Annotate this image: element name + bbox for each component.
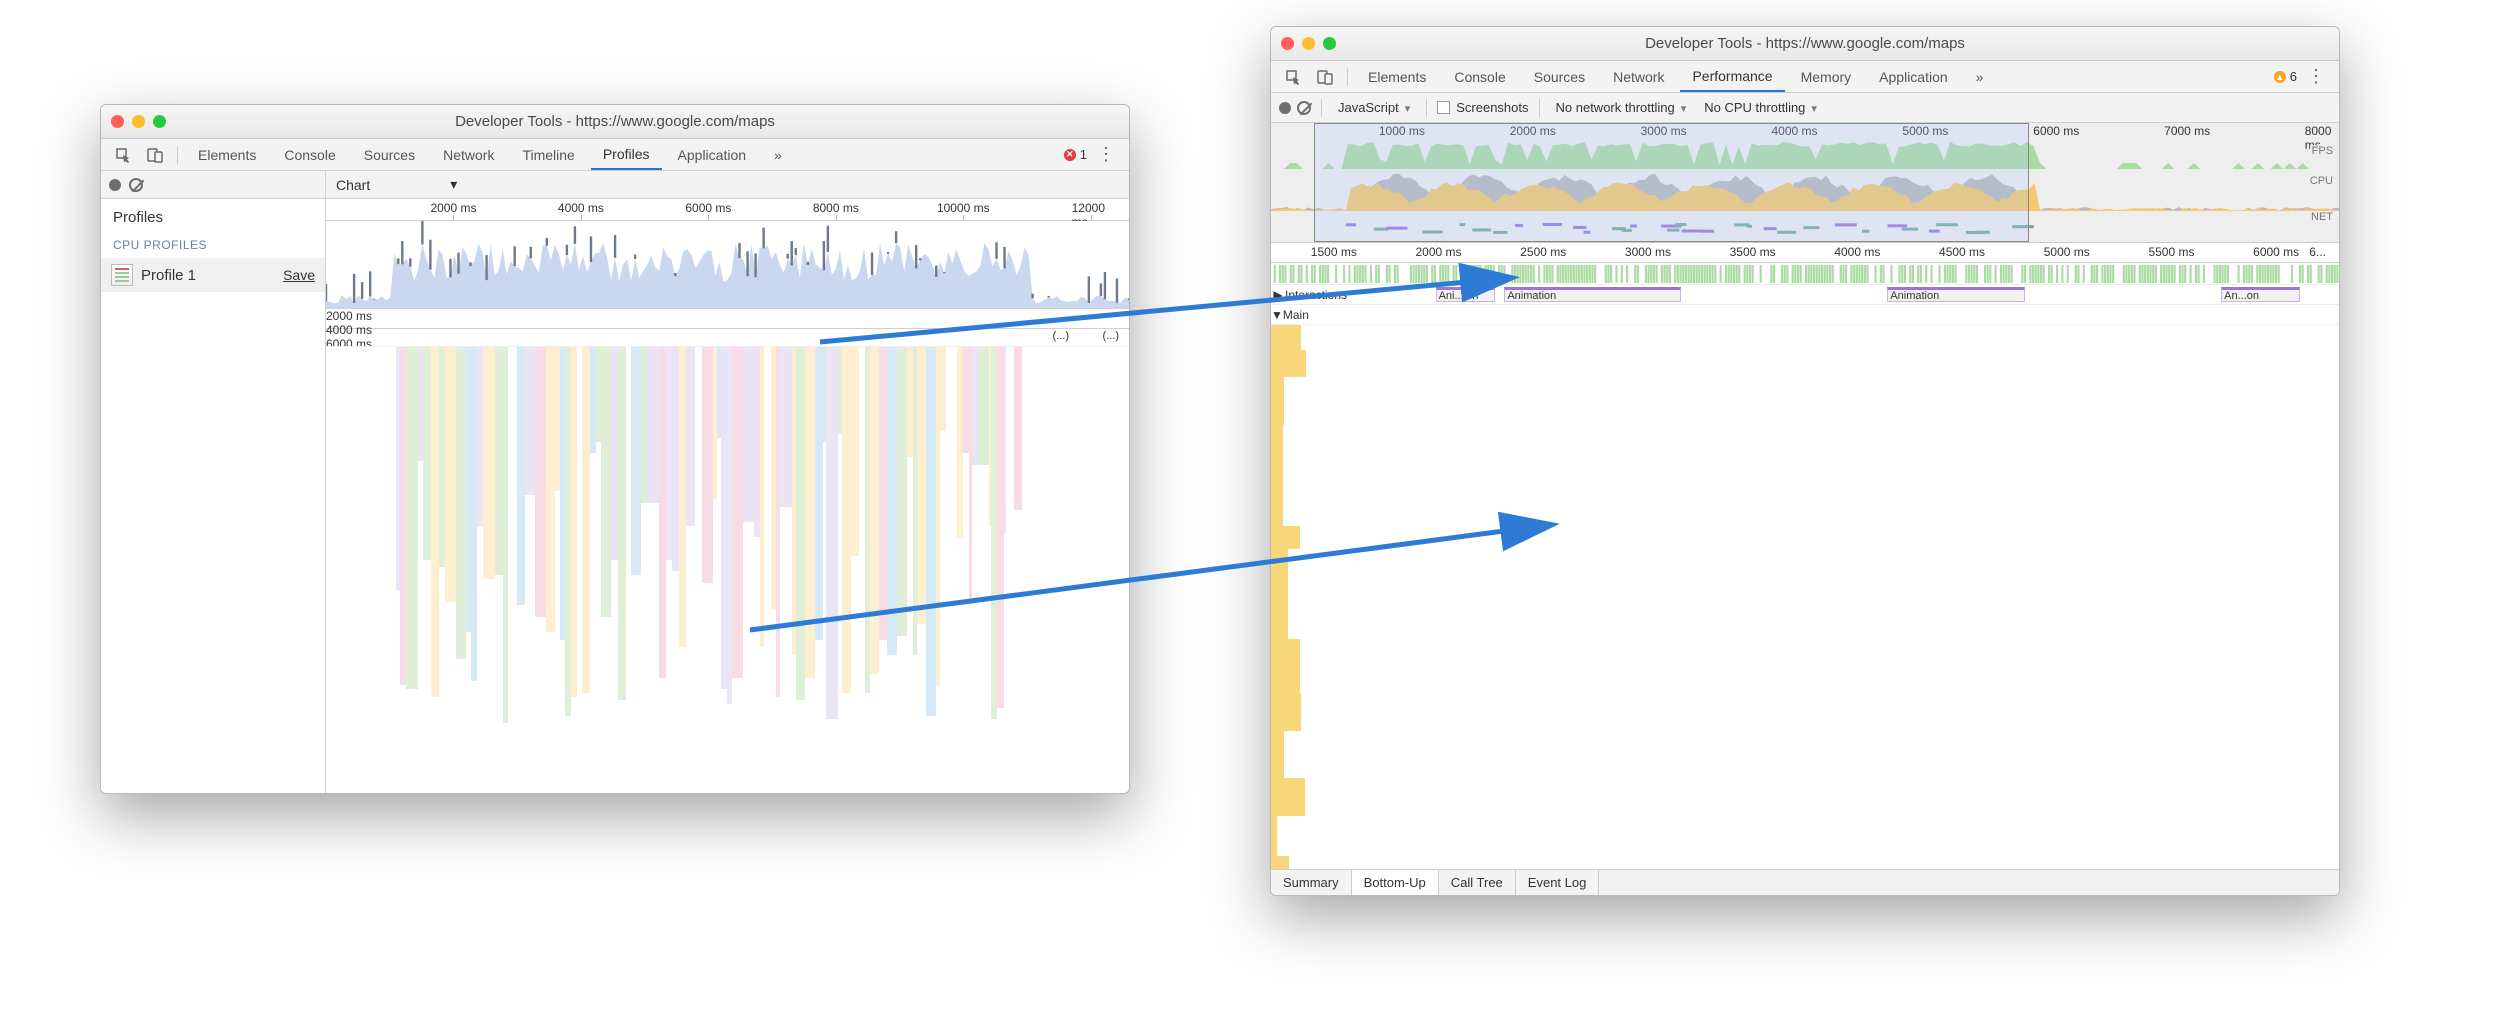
sidebar-section: CPU PROFILES	[101, 232, 325, 258]
window-title: Developer Tools - https://www.google.com…	[1281, 35, 2329, 52]
sidebar-toolbar	[101, 171, 325, 199]
animation-bar[interactable]: Ani...ion	[1436, 287, 1495, 302]
detail-ruler[interactable]: 2000 ms4000 ms6000 ms8000 ms10000 ms1200…	[326, 309, 1129, 329]
devtools-tabbar: ElementsConsoleSourcesNetworkTimelinePro…	[101, 139, 1129, 171]
tab-network[interactable]: Network	[1601, 63, 1676, 91]
screenshots-label: Screenshots	[1456, 100, 1528, 115]
fps-lane-label: FPS	[2310, 145, 2335, 157]
detail-ruler[interactable]: 1500 ms2000 ms2500 ms3000 ms3500 ms4000 …	[1271, 243, 2339, 263]
truncated-row: (...)(...)	[326, 329, 1129, 347]
profiles-sidebar: Profiles CPU PROFILES Profile 1 Save	[101, 171, 326, 793]
expand-icon[interactable]: ▶	[1271, 288, 1285, 302]
kebab-menu-icon[interactable]: ⋮	[2301, 66, 2331, 87]
tabs-overflow[interactable]: »	[762, 141, 794, 169]
titlebar[interactable]: Developer Tools - https://www.google.com…	[101, 105, 1129, 139]
net-lane-label: NET	[2309, 211, 2335, 223]
clear-button[interactable]	[1297, 101, 1311, 115]
tab-application[interactable]: Application	[1867, 63, 1960, 91]
close-icon[interactable]	[1281, 37, 1294, 50]
profile-name: Profile 1	[141, 267, 275, 284]
record-button[interactable]	[1279, 102, 1291, 114]
tab-elements[interactable]: Elements	[1356, 63, 1438, 91]
collapse-icon[interactable]: ▼	[1271, 308, 1283, 322]
tab-application[interactable]: Application	[666, 141, 759, 169]
tab-console[interactable]: Console	[1442, 63, 1517, 91]
sidebar-heading: Profiles	[101, 199, 325, 232]
close-icon[interactable]	[111, 115, 124, 128]
minimize-icon[interactable]	[1302, 37, 1315, 50]
overview-selection[interactable]	[1314, 123, 2030, 242]
bottom-tab-event-log[interactable]: Event Log	[1516, 870, 1600, 895]
overview-ruler[interactable]: 2000 ms4000 ms6000 ms8000 ms10000 ms1200…	[326, 199, 1129, 221]
tab-sources[interactable]: Sources	[1522, 63, 1597, 91]
screenshots-checkbox[interactable]	[1437, 101, 1450, 114]
tab-console[interactable]: Console	[272, 141, 347, 169]
animation-bar[interactable]: Animation	[1887, 287, 2024, 302]
chart-view-dropdown[interactable]: Chart▾	[326, 171, 1129, 199]
animation-bar[interactable]: Animation	[1504, 287, 1681, 302]
interactions-row[interactable]: ▶ Interactions Ani...ionAnimationAnimati…	[1271, 285, 2339, 305]
network-throttle-dropdown[interactable]: No network throttling	[1550, 98, 1693, 117]
flame-chart[interactable]	[326, 347, 1129, 727]
bottom-tab-bottom-up[interactable]: Bottom-Up	[1352, 870, 1439, 895]
minimize-icon[interactable]	[132, 115, 145, 128]
tab-elements[interactable]: Elements	[186, 141, 268, 169]
chevron-down-icon: ▾	[450, 176, 457, 193]
cpu-lane-label: CPU	[2308, 175, 2335, 187]
performance-overview[interactable]: 1000 ms2000 ms3000 ms4000 ms5000 ms6000 …	[1271, 123, 2339, 243]
animation-bar[interactable]: An...on	[2221, 287, 2300, 302]
traffic-lights	[111, 115, 166, 128]
inspect-icon[interactable]	[109, 143, 137, 167]
warning-badge[interactable]: ▲6	[2274, 69, 2297, 84]
main-thread-row[interactable]: ▼ Main	[1271, 305, 2339, 325]
zoom-icon[interactable]	[153, 115, 166, 128]
profile-icon	[111, 264, 133, 286]
window-title: Developer Tools - https://www.google.com…	[111, 113, 1119, 130]
profile-list-item[interactable]: Profile 1 Save	[101, 258, 325, 292]
device-toggle-icon[interactable]	[1311, 65, 1339, 89]
traffic-lights	[1281, 37, 1336, 50]
profile-type-dropdown[interactable]: JavaScript	[1332, 98, 1416, 117]
cpu-throttle-dropdown[interactable]: No CPU throttling	[1698, 98, 1823, 117]
device-toggle-icon[interactable]	[141, 143, 169, 167]
record-button[interactable]	[109, 179, 121, 191]
titlebar[interactable]: Developer Tools - https://www.google.com…	[1271, 27, 2339, 61]
bottom-tab-call-tree[interactable]: Call Tree	[1439, 870, 1516, 895]
bottom-tab-summary[interactable]: Summary	[1271, 870, 1352, 895]
performance-toolbar: JavaScript Screenshots No network thrott…	[1271, 93, 2339, 123]
devtools-tabbar: ElementsConsoleSourcesNetworkPerformance…	[1271, 61, 2339, 93]
tab-performance[interactable]: Performance	[1680, 62, 1784, 92]
tab-sources[interactable]: Sources	[352, 141, 427, 169]
error-badge[interactable]: ✕1	[1064, 147, 1087, 162]
kebab-menu-icon[interactable]: ⋮	[1091, 144, 1121, 165]
devtools-window-profiles: Developer Tools - https://www.google.com…	[100, 104, 1130, 794]
bottom-tabs: SummaryBottom-UpCall TreeEvent Log	[1271, 869, 2339, 895]
tab-memory[interactable]: Memory	[1789, 63, 1864, 91]
clear-button[interactable]	[129, 178, 143, 192]
devtools-window-performance: Developer Tools - https://www.google.com…	[1270, 26, 2340, 896]
inspect-icon[interactable]	[1279, 65, 1307, 89]
profiles-main: Chart▾ 2000 ms4000 ms6000 ms8000 ms10000…	[326, 171, 1129, 793]
cpu-overview-chart[interactable]	[326, 221, 1129, 309]
flame-chart[interactable]	[1271, 325, 2339, 869]
tabs-overflow[interactable]: »	[1964, 63, 1996, 91]
zoom-icon[interactable]	[1323, 37, 1336, 50]
tab-profiles[interactable]: Profiles	[591, 140, 662, 170]
filmstrip-row	[1271, 263, 2339, 285]
profile-save-link[interactable]: Save	[283, 267, 315, 283]
tab-network[interactable]: Network	[431, 141, 506, 169]
tab-timeline[interactable]: Timeline	[510, 141, 586, 169]
